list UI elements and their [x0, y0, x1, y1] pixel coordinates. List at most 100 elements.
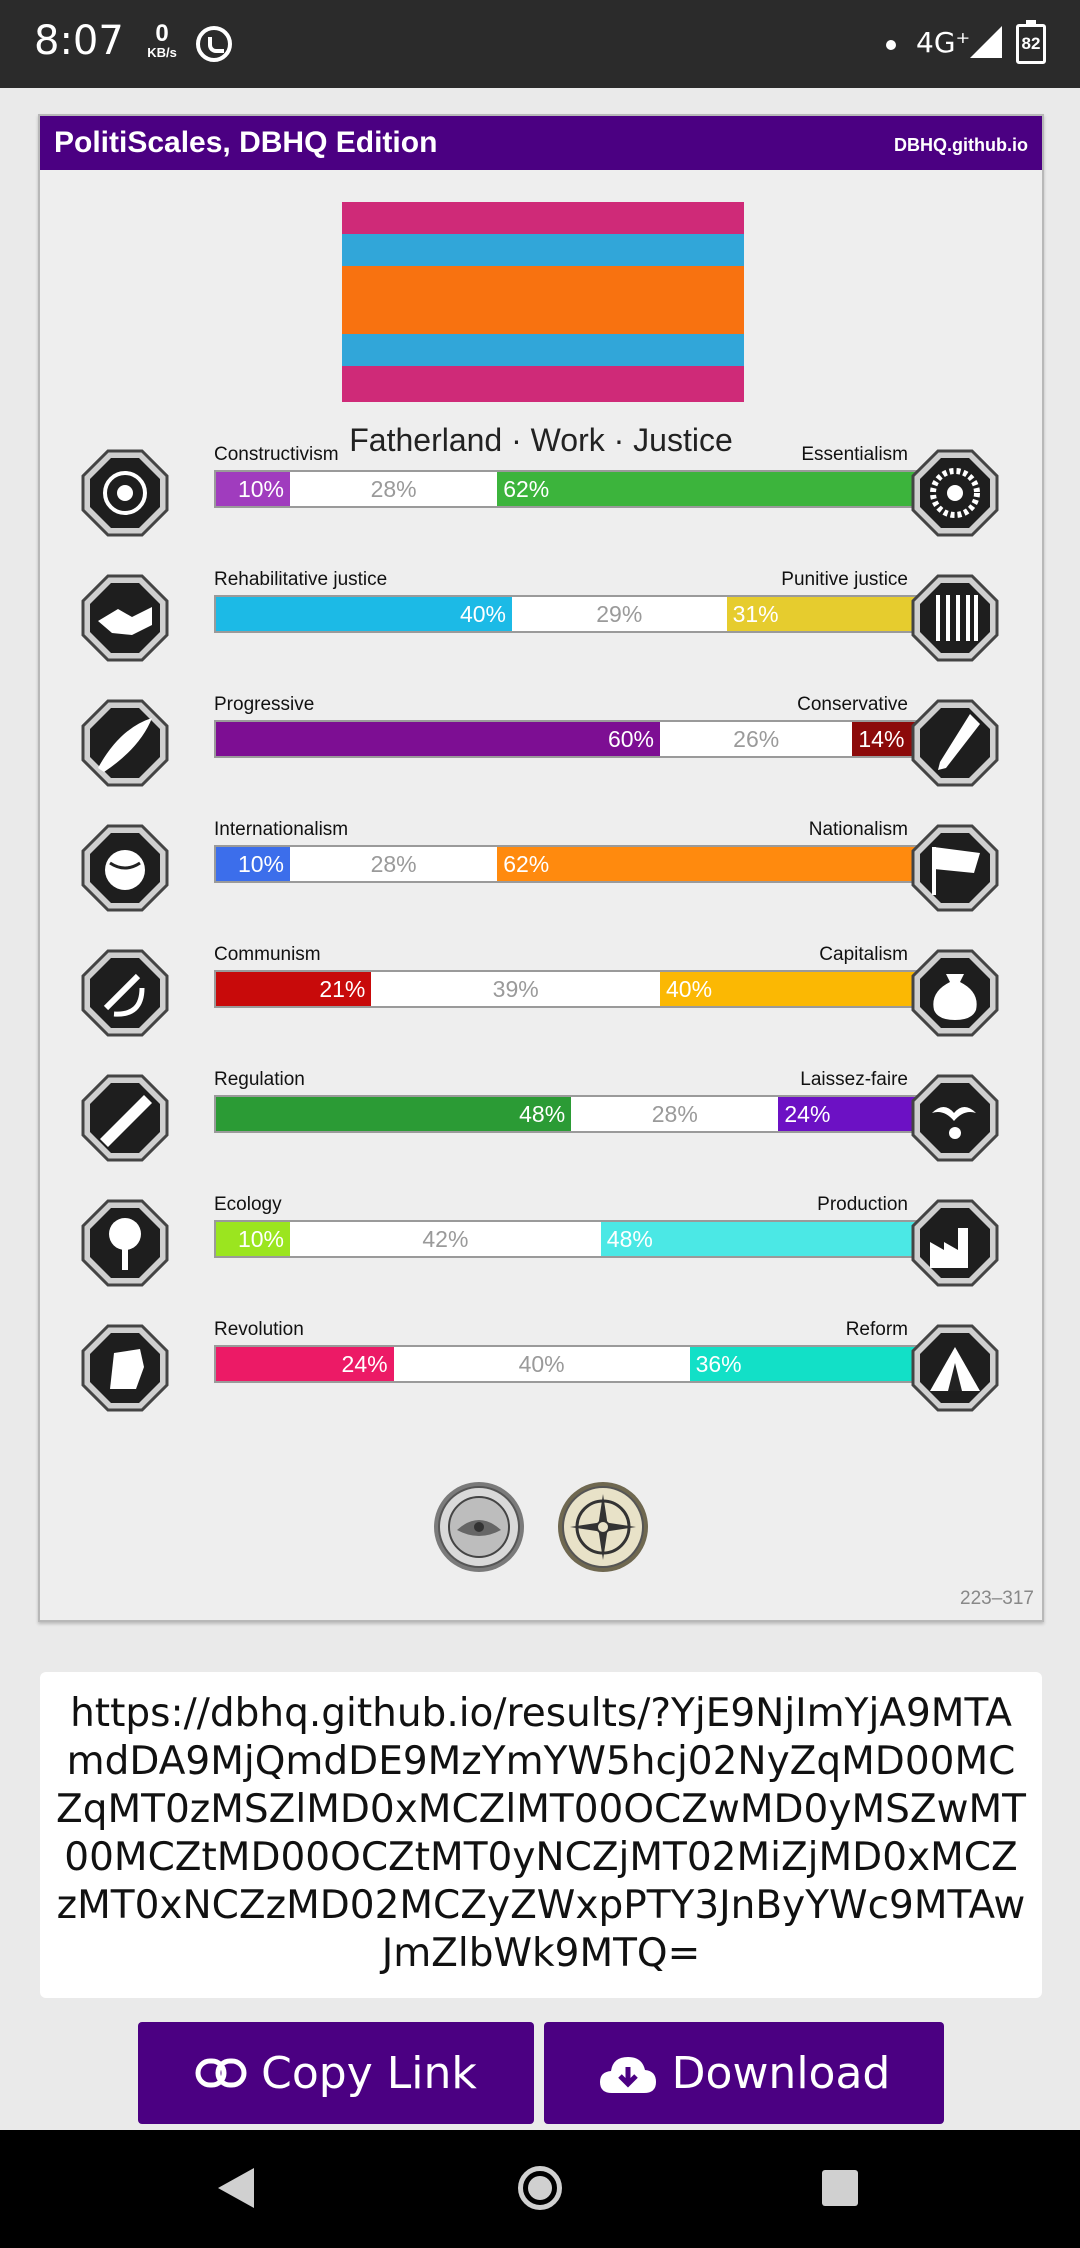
axis-row: Revolution Reform 24% 40% 36% — [80, 1319, 1000, 1415]
factory-icon — [910, 1198, 1000, 1288]
axis-left-label: Regulation — [214, 1069, 305, 1090]
axis-row: Rehabilitative justice Punitive justice 40… — [80, 569, 1000, 665]
axis-segment-mid: 42% — [290, 1222, 601, 1256]
link-icon — [195, 2058, 247, 2088]
axis-bar: 10% 42% 48% — [214, 1220, 958, 1258]
notification-dot-icon — [886, 40, 896, 50]
axis-right-label: Conservative — [797, 694, 908, 715]
network-speed: 0 KB/s — [142, 20, 182, 60]
flag-stripe — [342, 366, 744, 402]
axis-left-label: Communism — [214, 944, 321, 965]
tent-icon — [910, 1323, 1000, 1413]
cloud-download-icon — [599, 2057, 656, 2093]
axis-left-label: Internationalism — [214, 819, 349, 840]
network-type: 4G⁺ — [916, 26, 971, 59]
axis-bar: 21% 39% 40% — [214, 970, 958, 1008]
axis-segment-left: 40% — [216, 597, 512, 631]
axis-bar: 24% 40% 36% — [214, 1345, 958, 1383]
axis-right-label: Nationalism — [808, 819, 908, 840]
axis-segment-mid: 29% — [512, 597, 727, 631]
copy-link-button[interactable]: Copy Link — [138, 2022, 534, 2124]
status-time: 8:07 — [34, 18, 124, 64]
card-header: PolitiScales, DBHQ Edition DBHQ.github.i… — [40, 116, 1042, 170]
axis-segment-mid: 28% — [571, 1097, 779, 1131]
axis-segment-mid: 28% — [290, 472, 498, 506]
tree-icon — [80, 1198, 170, 1288]
prison-bars-icon — [910, 573, 1000, 663]
axis-right-label: Punitive justice — [781, 569, 908, 590]
hammer-sickle-icon — [80, 948, 170, 1038]
axis-row: Constructivism Essentialism 10% 28% 62% — [80, 444, 1000, 540]
handshake-icon — [80, 573, 170, 663]
result-code: 223–317 — [960, 1588, 1034, 1609]
flag-stripe — [342, 266, 744, 334]
axis-right-label: Essentialism — [801, 444, 908, 465]
flag-stripe — [342, 234, 744, 266]
ideology-flag — [342, 202, 744, 402]
results-url[interactable]: https://dbhq.github.io/results/?YjE9NjIm… — [40, 1672, 1042, 1998]
axis-segment-right: 40% — [659, 972, 956, 1006]
money-bag-icon — [910, 948, 1000, 1038]
axis-segment-right: 48% — [600, 1222, 956, 1256]
axis-segment-left: 10% — [216, 1222, 290, 1256]
axis-segment-mid: 39% — [371, 972, 660, 1006]
silver-coin-badge-icon — [434, 1482, 524, 1572]
navigation-bar — [0, 2130, 1080, 2248]
axis-row: Communism Capitalism 21% 39% 40% — [80, 944, 1000, 1040]
whatsapp-icon — [196, 26, 232, 62]
globe-icon — [80, 823, 170, 913]
axis-segment-mid: 28% — [290, 847, 498, 881]
axis-segment-left: 10% — [216, 847, 290, 881]
eye-icon — [80, 448, 170, 538]
axis-left-label: Rehabilitative justice — [214, 569, 388, 590]
birds-icon — [910, 1073, 1000, 1163]
axis-right-label: Reform — [845, 1319, 908, 1340]
signal-icon — [970, 26, 1002, 58]
axis-row: Ecology Production 10% 42% 48% — [80, 1194, 1000, 1290]
flag-stripe — [342, 334, 744, 366]
axis-segment-mid: 40% — [393, 1347, 690, 1381]
axis-segment-left: 10% — [216, 472, 290, 506]
axis-bar: 10% 28% 62% — [214, 470, 958, 508]
recent-apps-icon[interactable] — [822, 2170, 858, 2206]
network-speed-value: 0 — [155, 20, 169, 47]
axis-segment-right: 62% — [497, 847, 956, 881]
axis-segment-left: 60% — [216, 722, 660, 756]
axis-row: Progressive Conservative 60% 26% 14% — [80, 694, 1000, 790]
axis-bar: 10% 28% 62% — [214, 845, 958, 883]
axis-left-label: Revolution — [214, 1319, 304, 1340]
axis-segment-left: 21% — [216, 972, 372, 1006]
results-card: PolitiScales, DBHQ Edition DBHQ.github.i… — [38, 114, 1044, 1622]
axis-right-label: Capitalism — [819, 944, 908, 965]
home-icon[interactable] — [518, 2166, 562, 2210]
back-icon[interactable] — [218, 2168, 254, 2208]
fist-icon — [80, 1323, 170, 1413]
axis-row: Internationalism Nationalism 10% 28% 62% — [80, 819, 1000, 915]
flag-stripe — [342, 202, 744, 234]
axis-right-label: Laissez-faire — [800, 1069, 908, 1090]
axis-left-label: Ecology — [214, 1194, 282, 1215]
status-bar: 8:07 0 KB/s 4G⁺ 82 — [0, 0, 1080, 88]
card-site: DBHQ.github.io — [894, 135, 1028, 155]
flag-motto: Fatherland · Work · Justice — [349, 422, 733, 458]
flower-icon — [910, 448, 1000, 538]
axis-bar: 48% 28% 24% — [214, 1095, 958, 1133]
card-title: PolitiScales, DBHQ Edition — [54, 126, 438, 159]
axis-right-label: Production — [817, 1194, 908, 1215]
network-speed-unit: KB/s — [147, 45, 177, 60]
flag-icon — [910, 823, 1000, 913]
copy-link-label: Copy Link — [261, 2047, 477, 2099]
axis-row: Regulation Laissez-faire 48% 28% 24% — [80, 1069, 1000, 1165]
axis-segment-left: 24% — [216, 1347, 394, 1381]
quill-icon — [910, 698, 1000, 788]
ruler-icon — [80, 1073, 170, 1163]
axis-segment-mid: 26% — [660, 722, 853, 756]
axis-segment-left: 48% — [216, 1097, 572, 1131]
axis-bar: 40% 29% 31% — [214, 595, 958, 633]
axis-bar: 60% 26% 14% — [214, 720, 958, 758]
axis-segment-right: 62% — [497, 472, 956, 506]
axis-left-label: Constructivism — [214, 444, 339, 465]
gold-compass-badge-icon — [558, 1482, 648, 1572]
download-button[interactable]: Download — [544, 2022, 944, 2124]
battery-icon: 82 — [1016, 20, 1046, 64]
